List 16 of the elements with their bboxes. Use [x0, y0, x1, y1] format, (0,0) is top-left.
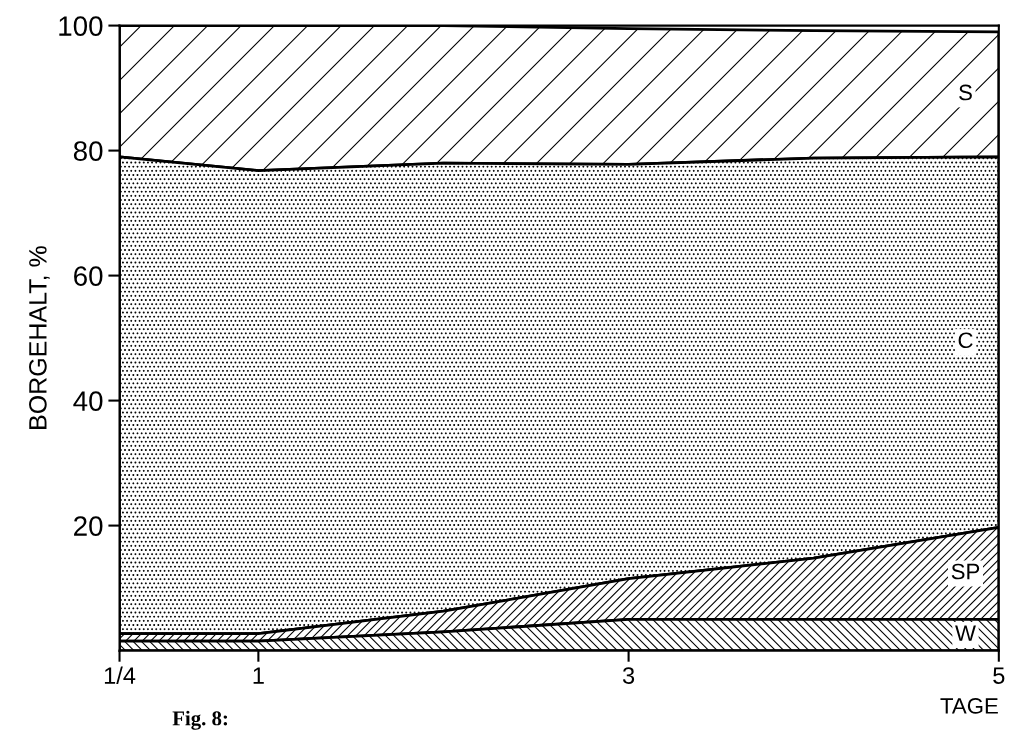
y-tick-label: 100: [59, 16, 103, 36]
x-tick-label: 3: [622, 667, 635, 684]
caption: Fig. 8:: [172, 710, 228, 730]
series-label: W: [955, 625, 976, 641]
series-label: SP: [951, 563, 980, 580]
x-axis-title: TAGE: [940, 698, 998, 714]
y-tick-label: 80: [73, 141, 103, 161]
y-tick-label: 20: [74, 516, 103, 536]
x-tick-label: 1: [253, 667, 264, 684]
x-tick-label: 5: [993, 667, 1005, 684]
y-tick-label: 40: [73, 391, 103, 411]
y-axis-title: BORGEHALT, %: [29, 246, 50, 429]
x-tick-label: 1/4: [104, 666, 136, 684]
y-tick-label: 60: [74, 266, 103, 286]
series-label: S: [959, 84, 972, 101]
series-label: C: [958, 332, 973, 349]
